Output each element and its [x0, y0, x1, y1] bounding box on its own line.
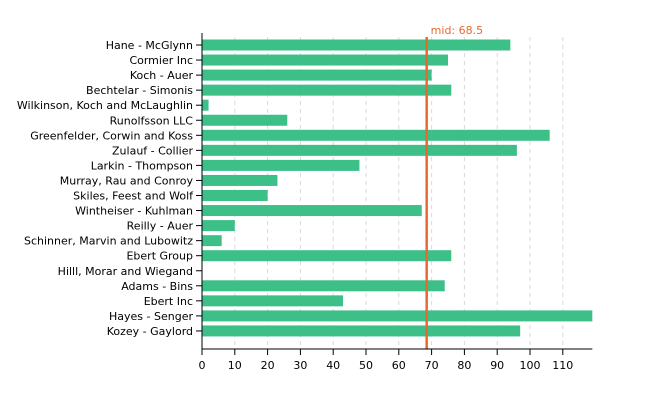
category-label-17: Ebert Inc	[144, 295, 193, 308]
x-tick-label-110: 110	[552, 359, 573, 372]
category-label-15: Hilll, Morar and Wiegand	[58, 265, 193, 278]
category-label-8: Larkin - Thompson	[91, 159, 193, 172]
x-tick-label-70: 70	[425, 359, 439, 372]
x-tick-label-0: 0	[199, 359, 206, 372]
bar-13	[202, 235, 222, 247]
category-label-12: Reilly - Auer	[127, 220, 194, 233]
bar-11	[202, 205, 422, 217]
x-tick-label-30: 30	[293, 359, 307, 372]
category-label-19: Kozey - Gaylord	[107, 325, 193, 338]
bar-3	[202, 84, 452, 96]
bar-17	[202, 295, 344, 307]
category-label-4: Wilkinson, Koch and McLaughlin	[17, 99, 193, 112]
bar-19	[202, 325, 521, 337]
bar-1	[202, 54, 448, 66]
bar-12	[202, 220, 235, 232]
category-label-18: Hayes - Senger	[109, 310, 193, 323]
category-label-2: Koch - Auer	[130, 69, 194, 82]
category-label-7: Zulauf - Collier	[112, 144, 193, 157]
x-axis: 0 10 20 30 40 50 60 70 80 90 100 110	[199, 348, 593, 372]
x-tick-label-90: 90	[490, 359, 504, 372]
category-label-14: Ebert Group	[126, 250, 193, 263]
bar-7	[202, 144, 517, 156]
category-label-6: Greenfelder, Corwin and Koss	[30, 129, 193, 142]
category-label-9: Murray, Rau and Conroy	[60, 174, 194, 187]
bar-5	[202, 114, 288, 126]
bar-16	[202, 280, 445, 292]
category-label-0: Hane - McGlynn	[106, 39, 193, 52]
y-axis: Hane - McGlynn Cormier Inc Koch - Auer Bech…	[17, 33, 203, 349]
x-tick-label-10: 10	[228, 359, 242, 372]
bar-18	[202, 310, 593, 322]
category-label-10: Skiles, Feest and Wolf	[73, 190, 194, 203]
category-label-5: Runolfsson LLC	[110, 114, 194, 127]
bar-4	[202, 99, 209, 111]
category-label-16: Adams - Bins	[121, 280, 193, 293]
x-tick-label-20: 20	[261, 359, 275, 372]
x-tick-label-40: 40	[326, 359, 340, 372]
category-label-1: Cormier Inc	[129, 54, 193, 67]
reference-line-group: mid: 68.5	[425, 24, 483, 349]
bar-9	[202, 174, 278, 186]
x-tick-label-80: 80	[457, 359, 471, 372]
bar-14	[202, 250, 452, 262]
reference-line-label: mid: 68.5	[431, 24, 483, 37]
category-label-11: Wintheiser - Kuhlman	[75, 205, 193, 218]
category-label-13: Schinner, Marvin and Lubowitz	[24, 235, 193, 248]
bar-0	[202, 39, 511, 51]
category-label-3: Bechtelar - Simonis	[86, 84, 193, 97]
bar-8	[202, 159, 360, 171]
x-tick-label-60: 60	[392, 359, 406, 372]
x-tick-label-50: 50	[359, 359, 373, 372]
bar-2	[202, 69, 432, 81]
bar-10	[202, 190, 268, 201]
x-tick-label-100: 100	[520, 359, 541, 372]
bar-6	[202, 129, 550, 141]
bars	[202, 39, 593, 337]
